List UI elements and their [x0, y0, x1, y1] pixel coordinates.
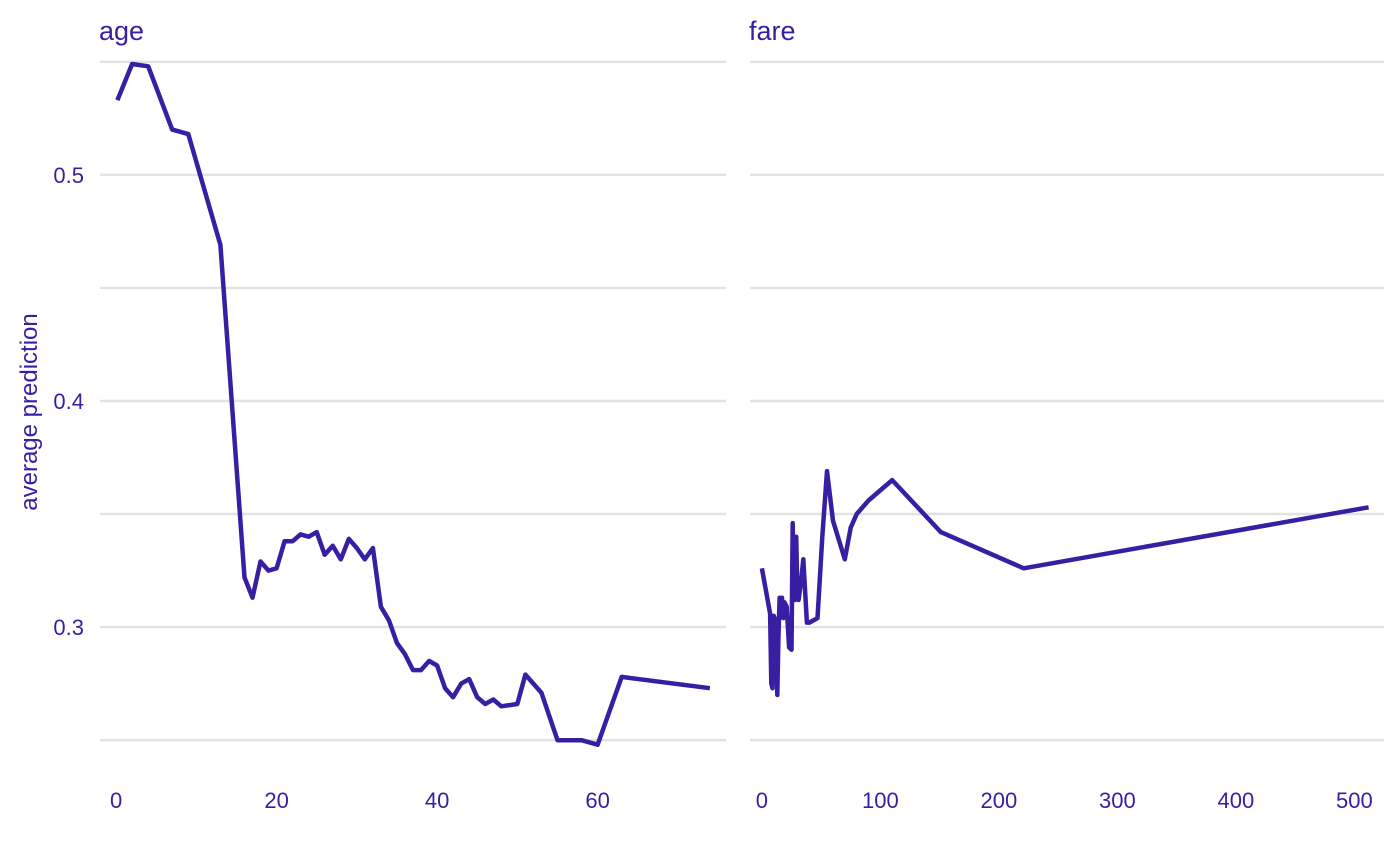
y-tick-label: 0.3 [53, 615, 84, 640]
x-tick-label: 300 [1099, 788, 1136, 813]
x-tick-label: 0 [756, 788, 768, 813]
x-tick-label: 100 [862, 788, 899, 813]
y-tick-label: 0.5 [53, 163, 84, 188]
gridlines-age [100, 60, 726, 742]
x-tick-label: 60 [585, 788, 609, 813]
y-tick-label: 0.4 [53, 389, 84, 414]
x-tick-label: 20 [264, 788, 288, 813]
x-tick-labels-fare: 0 100 200 300 400 500 [756, 788, 1373, 813]
panel-fare: fare 0 100 200 300 400 500 [749, 16, 1384, 813]
y-axis-title: average prediction [16, 313, 43, 510]
y-tick-labels-age: 0.3 0.4 0.5 [53, 163, 84, 640]
x-tick-labels-age: 0 20 40 60 [110, 788, 610, 813]
x-tick-label: 200 [981, 788, 1018, 813]
x-tick-label: 400 [1218, 788, 1255, 813]
gridlines-fare [750, 60, 1384, 742]
panel-title-age: age [99, 16, 144, 46]
x-tick-label: 40 [425, 788, 449, 813]
panel-age: age 0.3 0.4 0.5 0 20 40 60 [53, 16, 726, 813]
series-line-fare [759, 468, 1369, 698]
panel-title-fare: fare [749, 16, 796, 46]
x-tick-label: 0 [110, 788, 122, 813]
series-line-age [115, 61, 711, 747]
x-tick-label: 500 [1336, 788, 1373, 813]
